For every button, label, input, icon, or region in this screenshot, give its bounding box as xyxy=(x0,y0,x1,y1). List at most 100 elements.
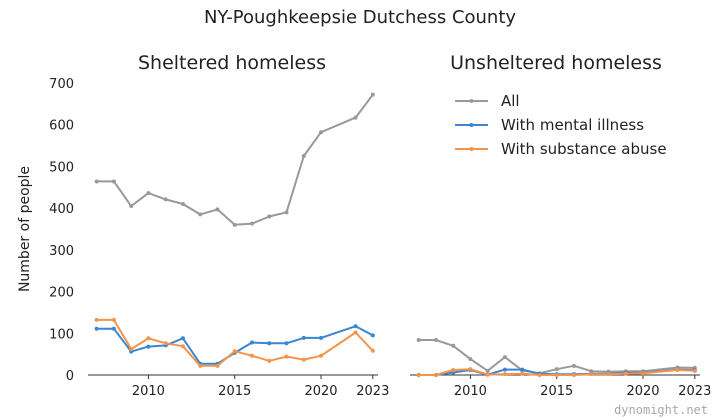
data-point-mental xyxy=(249,340,254,345)
data-point-substance xyxy=(675,367,680,372)
data-point-substance xyxy=(94,317,99,322)
legend-marker-all xyxy=(469,99,474,103)
data-point-substance xyxy=(163,341,168,346)
legend-marker-substance xyxy=(469,147,474,151)
data-point-substance xyxy=(606,372,611,377)
data-point-all xyxy=(571,363,576,368)
y-tick-label: 0 xyxy=(66,369,74,384)
data-point-substance xyxy=(111,317,116,322)
data-point-all xyxy=(129,204,134,209)
data-point-substance xyxy=(416,373,421,377)
data-point-all xyxy=(485,368,490,373)
data-point-substance xyxy=(215,363,220,368)
y-tick-label: 700 xyxy=(49,77,74,92)
data-point-substance xyxy=(370,348,375,353)
legend-label-mental: With mental illness xyxy=(501,116,644,134)
data-point-substance xyxy=(353,330,358,335)
data-point-substance xyxy=(485,372,490,377)
data-point-mental xyxy=(520,367,525,372)
data-point-mental xyxy=(111,326,116,331)
x-tick-label: 2023 xyxy=(678,384,711,399)
data-point-all xyxy=(353,115,358,120)
data-point-mental xyxy=(94,326,99,331)
right-panel-title: Unsheltered homeless xyxy=(450,52,662,74)
data-point-all xyxy=(215,207,220,212)
data-point-substance xyxy=(520,371,525,376)
data-point-substance xyxy=(623,371,628,376)
series-line-substance xyxy=(96,318,374,367)
data-point-substance xyxy=(198,363,203,368)
data-point-all xyxy=(451,343,456,348)
data-point-all xyxy=(232,222,237,227)
data-point-all xyxy=(301,154,306,158)
data-point-substance xyxy=(571,373,576,377)
legend-marker-mental xyxy=(469,123,474,127)
x-tick-label: 2023 xyxy=(356,384,389,399)
x-tick-label: 2015 xyxy=(540,384,573,399)
y-axis-label: Number of people xyxy=(17,166,33,292)
data-point-substance xyxy=(249,353,254,358)
right-panel: 2010 2015 2020 2023 xyxy=(410,337,711,399)
legend-label-substance: With substance abuse xyxy=(501,140,667,158)
credit-watermark: dynomight.net xyxy=(614,403,708,417)
series-line-substance xyxy=(418,368,695,376)
data-point-mental xyxy=(180,336,185,341)
data-point-mental xyxy=(502,367,507,372)
data-point-substance xyxy=(692,368,697,373)
legend-label-all: All xyxy=(501,92,520,110)
y-tick-label: 300 xyxy=(49,244,74,259)
x-tick-label: 2010 xyxy=(454,384,487,399)
data-point-all xyxy=(468,357,473,362)
y-tick-label: 500 xyxy=(49,160,74,175)
data-point-substance xyxy=(180,344,185,349)
data-point-substance xyxy=(502,372,507,377)
data-point-substance xyxy=(433,373,438,377)
data-point-substance xyxy=(146,336,151,341)
data-point-substance xyxy=(129,347,134,352)
data-point-substance xyxy=(589,372,594,377)
data-point-all xyxy=(180,201,185,206)
chart-suptitle: NY-Poughkeepsie Dutchess County xyxy=(204,7,516,28)
series-line-all xyxy=(418,339,695,375)
data-point-all xyxy=(198,212,203,217)
y-tick-label: 100 xyxy=(49,327,74,342)
data-point-mental xyxy=(353,324,358,329)
data-point-substance xyxy=(537,373,542,377)
data-point-substance xyxy=(451,367,456,372)
data-point-mental xyxy=(319,335,324,340)
left-panel-title: Sheltered homeless xyxy=(138,52,326,74)
data-point-all xyxy=(554,367,559,372)
data-point-all xyxy=(284,210,289,215)
data-point-all xyxy=(111,179,116,184)
data-point-substance xyxy=(284,354,289,359)
data-point-mental xyxy=(284,341,289,346)
data-point-all xyxy=(94,179,99,184)
data-point-all xyxy=(433,337,438,342)
data-point-all xyxy=(319,130,324,135)
y-tick-label: 400 xyxy=(49,202,74,217)
data-point-substance xyxy=(641,371,646,376)
x-tick-label: 2010 xyxy=(132,384,165,399)
data-point-all xyxy=(163,197,168,202)
x-tick-label: 2020 xyxy=(304,384,337,399)
data-point-substance xyxy=(301,357,306,362)
data-point-mental xyxy=(146,344,151,349)
data-point-mental xyxy=(301,335,306,340)
left-panel: 2010 2015 2020 2023 0 100 200 300 400 500 600 700 xyxy=(49,77,389,399)
data-point-substance xyxy=(267,358,272,363)
data-point-mental xyxy=(267,341,272,346)
y-tick-label: 600 xyxy=(49,119,74,134)
data-point-all xyxy=(249,221,254,226)
data-point-all xyxy=(267,214,272,219)
data-point-substance xyxy=(554,373,559,377)
data-point-all xyxy=(502,355,507,360)
data-point-mental xyxy=(370,333,375,338)
x-tick-label: 2015 xyxy=(218,384,251,399)
data-point-all xyxy=(416,337,421,342)
data-point-substance xyxy=(468,367,473,372)
data-point-all xyxy=(370,92,375,97)
y-tick-label: 200 xyxy=(49,286,74,301)
legend: All With mental illness With substance abu… xyxy=(455,92,667,158)
